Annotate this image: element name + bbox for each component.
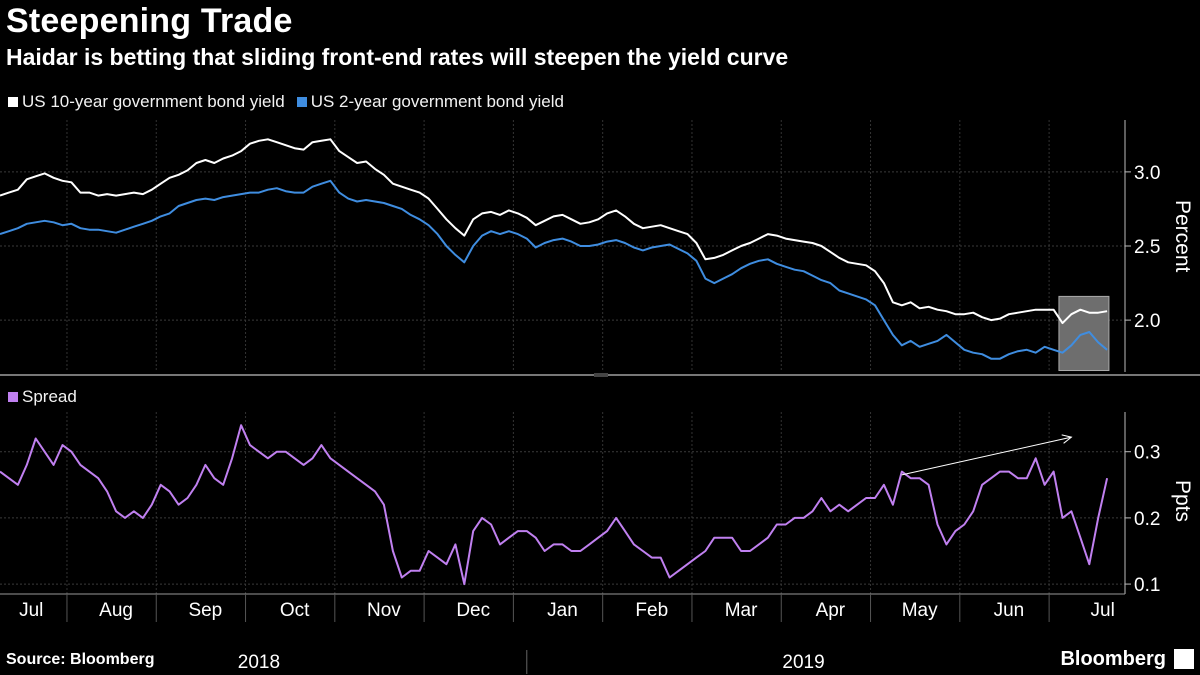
year-label: 2018: [238, 652, 280, 673]
legend-item-spread: Spread: [8, 387, 77, 407]
x-tick-label: Jun: [994, 600, 1025, 621]
x-tick-label: Jul: [1091, 600, 1115, 621]
y-tick-label: 3.0: [1134, 163, 1160, 184]
top-legend: US 10-year government bond yield US 2-ye…: [8, 92, 576, 112]
x-tick-label: Dec: [456, 600, 490, 621]
x-tick-label: Mar: [725, 600, 758, 621]
legend-label-10y: US 10-year government bond yield: [22, 92, 285, 111]
y-tick-label: 2.0: [1134, 311, 1160, 332]
series-us-2-year-government-bond-yield: [0, 179, 1108, 360]
series-line: [0, 424, 1109, 586]
legend-label-spread: Spread: [22, 387, 77, 406]
source-note: Source: Bloomberg: [6, 651, 155, 668]
legend-item-2y: US 2-year government bond yield: [296, 92, 564, 112]
x-tick-label: Jul: [19, 600, 43, 621]
bloomberg-logo: Bloomberg: [1060, 648, 1166, 670]
x-tick-label: Feb: [635, 600, 668, 621]
x-tick-label: Aug: [99, 600, 133, 621]
x-tick-label: Nov: [367, 600, 401, 621]
y-tick-label: 0.1: [1134, 575, 1160, 596]
legend-swatch-2y: [296, 97, 307, 107]
legend-swatch-10y: [8, 97, 18, 107]
x-tick-label: Oct: [280, 600, 310, 621]
panel-divider-handle: [594, 373, 608, 377]
y-tick-label: 0.2: [1134, 509, 1160, 530]
trend-arrow-line: [901, 436, 1072, 476]
legend-label-2y: US 2-year government bond yield: [310, 92, 564, 111]
chart-subtitle: Haidar is betting that sliding front-end…: [6, 44, 789, 70]
series-spread: [0, 424, 1109, 586]
x-tick-label: Jan: [547, 600, 578, 621]
series-us-10-year-government-bond-yield: [0, 138, 1108, 325]
y-tick-label: 0.3: [1134, 443, 1160, 464]
legend-swatch-spread: [8, 392, 18, 402]
bloomberg-terminal-icon: [1174, 649, 1194, 669]
y-tick-label: 2.5: [1134, 237, 1160, 258]
x-tick-label: Sep: [188, 600, 222, 621]
trend-arrow-head: [1061, 434, 1073, 444]
year-label: 2019: [782, 652, 824, 673]
legend-item-10y: US 10-year government bond yield: [8, 92, 285, 112]
chart-title: Steepening Trade: [6, 2, 293, 40]
bottom-legend: Spread: [8, 387, 89, 407]
series-line: [0, 138, 1108, 325]
series-line: [0, 179, 1108, 360]
x-tick-label: May: [902, 600, 938, 621]
x-tick-label: Apr: [816, 600, 846, 621]
